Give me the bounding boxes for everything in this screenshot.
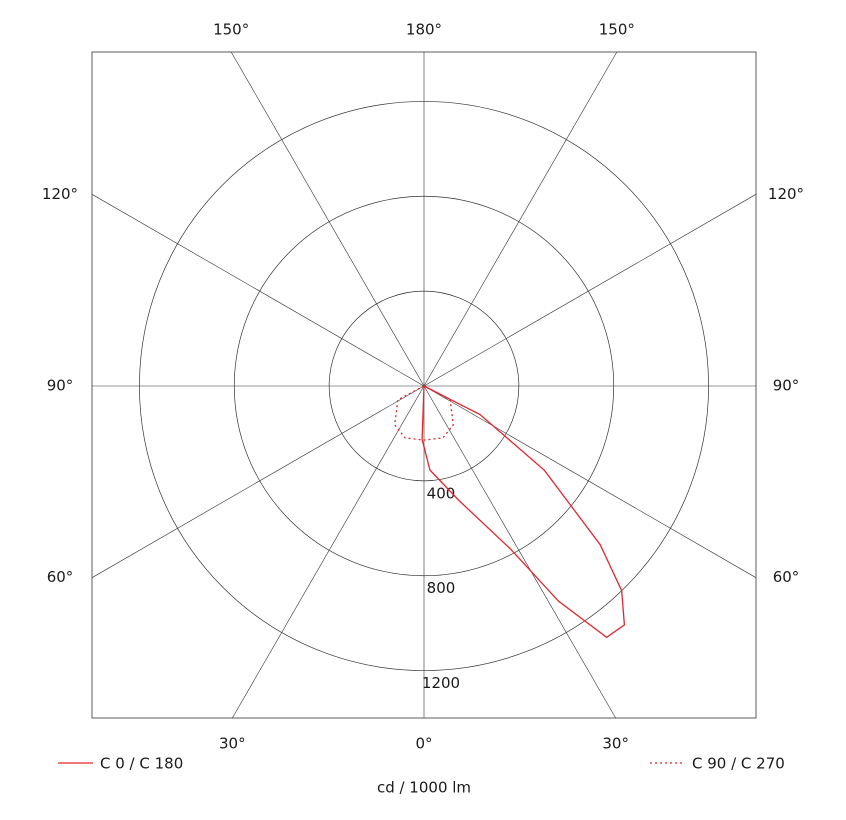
angle-tick-label: 90° xyxy=(773,377,800,395)
angle-tick-label: 120° xyxy=(42,185,78,203)
curve xyxy=(421,385,626,639)
grid-ray xyxy=(230,51,425,387)
r-tick-label: 400 xyxy=(427,484,456,502)
angle-tick-label: 30° xyxy=(219,735,246,753)
r-tick-label: 800 xyxy=(427,579,456,597)
angle-tick-label: 180° xyxy=(406,21,442,39)
legend-label: C 0 / C 180 xyxy=(100,755,183,773)
grid-ray xyxy=(423,385,616,719)
angle-tick-label: 120° xyxy=(768,185,804,203)
angle-tick-label: 0° xyxy=(415,735,432,753)
grid-ray xyxy=(91,385,425,578)
curve xyxy=(394,385,454,441)
angle-tick-label: 90° xyxy=(47,377,74,395)
grid-ray xyxy=(232,385,425,719)
grid-ray xyxy=(423,51,618,387)
angle-tick-label: 60° xyxy=(47,568,74,586)
r-tick-label: 1200 xyxy=(422,674,460,692)
angle-tick-label: 30° xyxy=(602,735,629,753)
angle-tick-label: 150° xyxy=(599,21,635,39)
grid-ray xyxy=(91,194,425,387)
grid-ray xyxy=(423,194,757,387)
angle-tick-label: 150° xyxy=(213,21,249,39)
unit-label: cd / 1000 lm xyxy=(377,779,471,797)
angle-tick-label: 60° xyxy=(773,568,800,586)
grid-ray xyxy=(423,385,757,578)
legend-label: C 90 / C 270 xyxy=(692,755,785,773)
